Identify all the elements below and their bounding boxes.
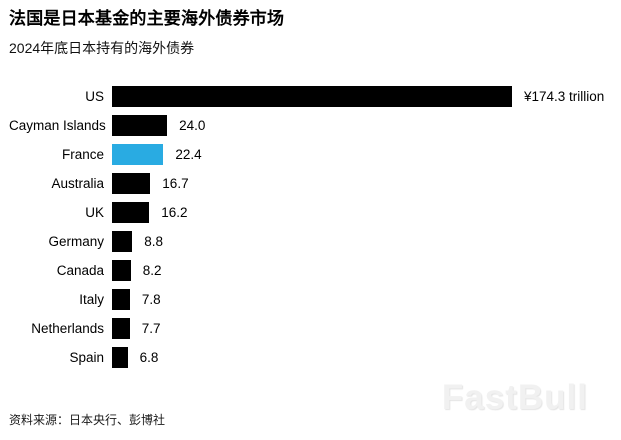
category-label: Germany	[48, 234, 104, 249]
value-label: 6.8	[139, 350, 159, 365]
source-note: 资料来源：日本央行、彭博社	[9, 413, 166, 427]
bar-row: UK 16.2	[9, 198, 621, 227]
category-label: UK	[85, 205, 104, 220]
category-label: Netherlands	[31, 321, 104, 336]
value-label: 16.2	[161, 205, 188, 220]
bar-track: 8.2	[112, 256, 621, 285]
value-label: 16.7	[162, 176, 189, 191]
bar-track: 8.8	[112, 227, 621, 256]
bar	[112, 86, 512, 107]
value-label: 22.4	[175, 147, 202, 162]
bar	[112, 115, 168, 136]
bar-highlighted	[112, 144, 164, 165]
bar-row: Australia 16.7	[9, 169, 621, 198]
category-label: Spain	[69, 350, 104, 365]
category-label: Canada	[56, 263, 104, 278]
category-label: France	[61, 147, 104, 162]
bar	[112, 173, 151, 194]
bar	[112, 231, 133, 252]
bar	[112, 202, 150, 223]
value-label: 24.0	[179, 118, 206, 133]
bar-row: Canada 8.2	[9, 256, 621, 285]
bar	[112, 318, 130, 339]
category-label: Cayman Islands	[9, 118, 106, 133]
bar-row: Spain 6.8	[9, 343, 621, 372]
bar-row: US ¥174.3 trillion	[9, 82, 621, 111]
value-label: 7.8	[141, 292, 161, 307]
bar-track: 16.2	[112, 198, 621, 227]
bar-row: Italy 7.8	[9, 285, 621, 314]
bar-track: 7.8	[112, 285, 621, 314]
category-label: US	[85, 89, 104, 104]
bar-track: ¥174.3 trillion	[112, 82, 621, 111]
bar	[112, 260, 131, 281]
category-label: Australia	[51, 176, 104, 191]
bar-track: 22.4	[112, 140, 621, 169]
chart-title: 法国是日本基金的主要海外债券市场	[9, 9, 285, 28]
category-label: Italy	[79, 292, 104, 307]
bar-row: France 22.4	[9, 140, 621, 169]
watermark: FastBull	[441, 378, 588, 417]
bar-track: 6.8	[112, 343, 621, 372]
value-label: 7.7	[141, 321, 161, 336]
bar-track: 7.7	[112, 314, 621, 343]
bar-row: Netherlands 7.7	[9, 314, 621, 343]
bar	[112, 289, 130, 310]
chart-subtitle: 2024年底日本持有的海外债券	[9, 40, 195, 57]
bar-track: 24.0	[112, 111, 621, 140]
value-label: ¥174.3 trillion	[524, 89, 605, 104]
chart-header: 法国是日本基金的主要海外债券市场 2024年底日本持有的海外债券	[9, 8, 612, 58]
bar-row: Germany 8.8	[9, 227, 621, 256]
value-label: 8.8	[144, 234, 163, 249]
value-label: 8.2	[142, 263, 162, 278]
bar	[112, 347, 128, 368]
bar-chart: US ¥174.3 trillion Cayman Islands 24.0 Franc…	[9, 82, 621, 372]
bar-track: 16.7	[112, 169, 621, 198]
bar-row: Cayman Islands 24.0	[9, 111, 621, 140]
